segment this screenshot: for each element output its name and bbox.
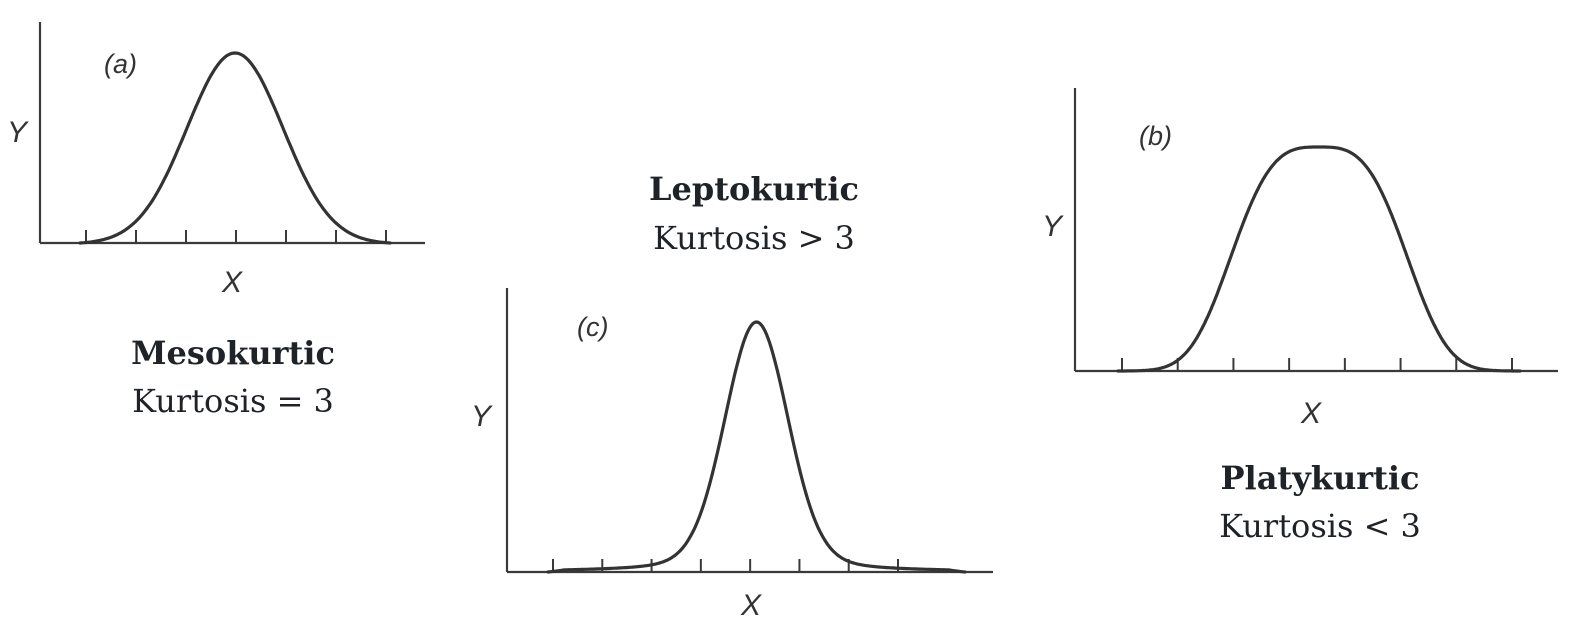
platykurtic-ticks — [1121, 358, 1513, 371]
panel-mesokurtic: (a) Y X Mesokurtic Kurtosis = 3 — [7, 22, 425, 420]
platykurtic-curve — [1116, 145, 1522, 373]
leptokurtic-subtitle: Kurtosis > 3 — [653, 219, 855, 257]
mesokurtic-y-label: Y — [7, 116, 29, 149]
mesokurtic-x-label: X — [221, 266, 243, 299]
platykurtic-y-label: Y — [1042, 210, 1064, 243]
panel-leptokurtic: (c) Y X Leptokurtic Kurtosis > 3 — [471, 170, 993, 622]
platykurtic-panel-letter: (b) — [1139, 121, 1172, 151]
leptokurtic-title: Leptokurtic — [649, 170, 859, 208]
platykurtic-title: Platykurtic — [1220, 459, 1419, 497]
platykurtic-subtitle: Kurtosis < 3 — [1219, 507, 1421, 545]
leptokurtic-curve — [546, 320, 967, 574]
leptokurtic-x-label: X — [740, 589, 762, 622]
mesokurtic-curve — [78, 51, 392, 245]
mesokurtic-subtitle: Kurtosis = 3 — [132, 382, 334, 420]
leptokurtic-y-label: Y — [471, 400, 493, 433]
mesokurtic-ticks — [85, 230, 387, 243]
panel-platykurtic: (b) Y X Platykurtic Kurtosis < 3 — [1042, 88, 1558, 545]
leptokurtic-panel-letter: (c) — [577, 312, 608, 342]
mesokurtic-panel-letter: (a) — [104, 49, 137, 79]
mesokurtic-title: Mesokurtic — [131, 334, 335, 372]
platykurtic-x-label: X — [1300, 397, 1322, 430]
